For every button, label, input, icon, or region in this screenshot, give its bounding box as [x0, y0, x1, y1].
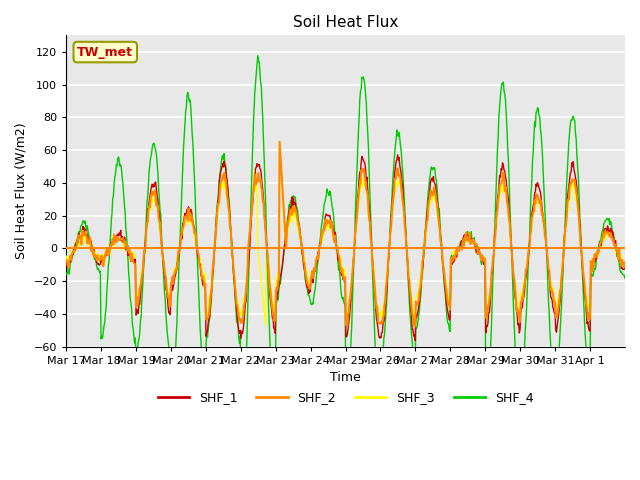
SHF_3	[230, 272, 238, 278]
SHF_4	[260, 140, 268, 145]
SHF_4	[621, 276, 629, 281]
SHF_3	[262, 323, 269, 328]
SHF_4	[237, 431, 245, 437]
SHF_3	[62, 262, 70, 267]
SHF_3	[281, 232, 289, 238]
Line: SHF_1: SHF_1	[66, 155, 625, 341]
Title: Soil Heat Flux: Soil Heat Flux	[293, 15, 398, 30]
Y-axis label: Soil Heat Flux (W/m2): Soil Heat Flux (W/m2)	[15, 123, 28, 259]
SHF_1	[404, 262, 412, 268]
SHF_3	[259, 288, 266, 293]
SHF_4	[230, 284, 238, 290]
SHF_1	[128, 252, 136, 258]
SHF_1	[62, 259, 70, 264]
SHF_1	[621, 265, 629, 271]
SHF_4	[62, 272, 70, 277]
SHF_3	[276, 139, 284, 145]
SHF_3	[621, 261, 629, 266]
Line: SHF_2: SHF_2	[66, 142, 625, 326]
Text: TW_met: TW_met	[77, 46, 133, 59]
SHF_2	[436, 228, 444, 234]
SHF_2	[230, 274, 238, 280]
SHF_4	[404, 284, 412, 290]
SHF_2	[259, 188, 266, 193]
SHF_2	[62, 257, 70, 263]
SHF_2	[280, 210, 288, 216]
SHF_1	[259, 182, 266, 188]
SHF_3	[436, 231, 444, 237]
SHF_1	[436, 226, 444, 231]
SHF_4	[254, 53, 262, 59]
Legend: SHF_1, SHF_2, SHF_3, SHF_4: SHF_1, SHF_2, SHF_3, SHF_4	[153, 386, 538, 409]
SHF_4	[281, 243, 289, 249]
SHF_2	[412, 324, 419, 329]
SHF_1	[280, 255, 287, 261]
SHF_2	[621, 259, 629, 265]
Line: SHF_4: SHF_4	[66, 56, 625, 434]
SHF_3	[404, 265, 412, 271]
SHF_1	[412, 338, 419, 344]
SHF_3	[128, 253, 136, 259]
SHF_1	[230, 280, 238, 286]
SHF_2	[128, 251, 136, 256]
X-axis label: Time: Time	[330, 372, 361, 384]
SHF_1	[394, 152, 401, 157]
SHF_2	[404, 261, 412, 267]
Line: SHF_3: SHF_3	[66, 142, 625, 325]
SHF_2	[276, 139, 284, 145]
SHF_4	[128, 307, 136, 312]
SHF_4	[436, 219, 444, 225]
